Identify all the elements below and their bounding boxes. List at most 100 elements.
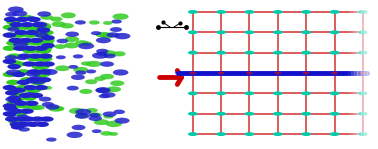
Circle shape	[29, 76, 43, 82]
Circle shape	[17, 69, 30, 74]
Circle shape	[39, 46, 53, 51]
Circle shape	[344, 72, 350, 74]
Circle shape	[13, 95, 27, 101]
Circle shape	[331, 72, 338, 74]
Circle shape	[33, 68, 46, 74]
Circle shape	[19, 25, 33, 30]
Circle shape	[107, 32, 119, 38]
Circle shape	[41, 61, 55, 67]
Circle shape	[50, 17, 62, 21]
Circle shape	[216, 10, 226, 14]
Circle shape	[92, 52, 108, 59]
Circle shape	[71, 74, 85, 80]
Circle shape	[9, 97, 19, 101]
Circle shape	[31, 116, 44, 122]
Circle shape	[38, 25, 51, 30]
Circle shape	[36, 64, 50, 69]
Circle shape	[6, 80, 20, 85]
Circle shape	[56, 39, 68, 43]
Circle shape	[358, 30, 368, 34]
Circle shape	[101, 131, 112, 136]
Circle shape	[303, 72, 310, 74]
Circle shape	[102, 111, 116, 117]
Circle shape	[207, 72, 213, 74]
Circle shape	[216, 30, 226, 34]
Circle shape	[240, 72, 246, 74]
Circle shape	[42, 86, 52, 90]
Circle shape	[104, 53, 116, 58]
Circle shape	[27, 69, 41, 74]
Circle shape	[13, 38, 23, 42]
Circle shape	[24, 32, 37, 38]
Circle shape	[330, 71, 339, 75]
Circle shape	[12, 11, 27, 16]
Circle shape	[56, 55, 66, 59]
Circle shape	[3, 111, 16, 117]
Circle shape	[42, 69, 57, 75]
Circle shape	[65, 32, 79, 37]
Circle shape	[218, 72, 225, 74]
Circle shape	[8, 38, 22, 43]
Circle shape	[338, 72, 344, 74]
Circle shape	[8, 119, 22, 124]
Circle shape	[216, 91, 226, 95]
Circle shape	[5, 97, 19, 102]
Circle shape	[259, 72, 265, 74]
Circle shape	[359, 71, 367, 75]
Circle shape	[358, 51, 368, 55]
Circle shape	[246, 72, 253, 74]
Circle shape	[96, 87, 111, 93]
Circle shape	[79, 89, 93, 94]
Circle shape	[97, 88, 110, 93]
Circle shape	[89, 113, 100, 117]
Circle shape	[5, 113, 16, 117]
Circle shape	[10, 122, 23, 127]
Circle shape	[113, 13, 129, 20]
Circle shape	[17, 122, 30, 127]
Circle shape	[12, 88, 26, 93]
Circle shape	[29, 117, 39, 121]
Circle shape	[13, 42, 28, 48]
Circle shape	[301, 132, 311, 136]
Circle shape	[5, 12, 17, 17]
Circle shape	[5, 90, 19, 96]
Circle shape	[311, 72, 318, 74]
Circle shape	[42, 102, 54, 107]
Circle shape	[115, 118, 130, 124]
Circle shape	[19, 127, 30, 132]
Circle shape	[29, 38, 43, 43]
FancyBboxPatch shape	[361, 9, 366, 140]
Circle shape	[227, 72, 233, 74]
Circle shape	[246, 72, 253, 74]
Circle shape	[25, 25, 39, 30]
Circle shape	[364, 72, 370, 74]
Circle shape	[73, 67, 88, 73]
Circle shape	[273, 91, 283, 95]
Circle shape	[11, 87, 22, 91]
Circle shape	[330, 132, 339, 136]
Circle shape	[40, 40, 54, 46]
Circle shape	[3, 46, 16, 51]
Circle shape	[106, 86, 121, 92]
Circle shape	[110, 27, 122, 32]
Circle shape	[12, 61, 26, 67]
Circle shape	[6, 101, 20, 106]
Circle shape	[61, 12, 76, 18]
Circle shape	[245, 112, 254, 116]
Circle shape	[19, 93, 33, 98]
Circle shape	[33, 72, 46, 77]
Circle shape	[39, 53, 53, 59]
Circle shape	[301, 51, 311, 55]
Circle shape	[358, 132, 368, 136]
Circle shape	[32, 80, 45, 85]
Circle shape	[189, 71, 197, 75]
Circle shape	[188, 132, 198, 136]
Circle shape	[10, 108, 23, 114]
Circle shape	[94, 76, 105, 81]
Circle shape	[41, 35, 55, 41]
Circle shape	[273, 30, 283, 34]
Circle shape	[32, 86, 43, 90]
Circle shape	[4, 17, 17, 22]
Circle shape	[67, 132, 83, 138]
Circle shape	[68, 65, 78, 69]
